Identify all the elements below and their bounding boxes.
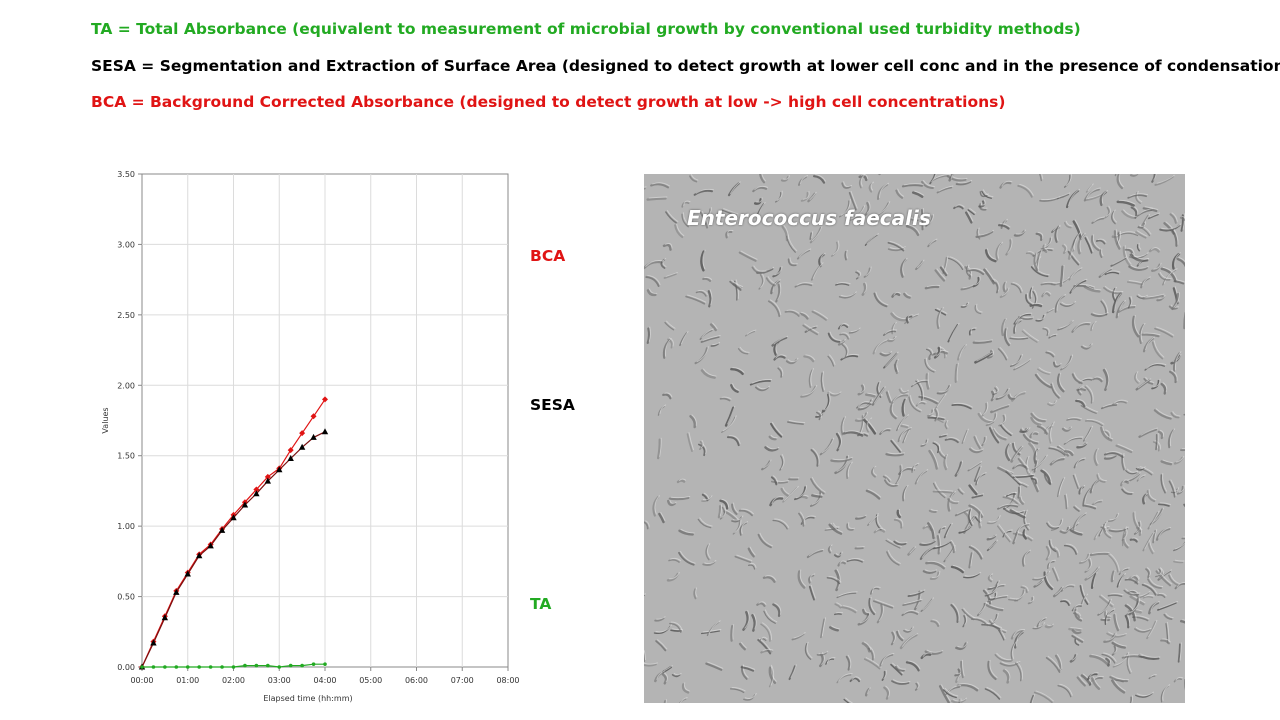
data-point-ta (197, 665, 201, 669)
definition-bca: BCA = Background Corrected Absorbance (d… (91, 93, 1006, 111)
micrograph-image: Enterococcus faecalis (644, 174, 1185, 703)
y-axis-label: Values (101, 407, 110, 433)
data-point-ta (185, 665, 190, 669)
y-tick-label: 2.50 (117, 311, 135, 320)
data-point-sesa (207, 542, 214, 549)
x-tick-label: 01:00 (176, 676, 199, 685)
data-point-sesa (241, 501, 249, 508)
data-point-bca (299, 430, 306, 437)
data-point-sesa (150, 639, 157, 646)
data-point-sesa (310, 433, 317, 440)
data-point-bca (322, 396, 328, 403)
data-point-ta (323, 662, 327, 666)
data-point-sesa (218, 526, 226, 533)
data-point-sesa (276, 466, 283, 473)
data-point-ta (266, 663, 270, 668)
data-point-sesa (195, 552, 203, 559)
data-point-ta (254, 663, 259, 668)
data-point-ta (311, 662, 316, 666)
data-point-sesa (321, 428, 329, 435)
x-tick-label: 03:00 (268, 676, 291, 685)
micrograph-texture (644, 174, 1185, 703)
cell-chains (644, 174, 1185, 703)
definition-ta: TA = Total Absorbance (equivalent to mea… (91, 20, 1081, 38)
series-label-bca: BCA (530, 247, 566, 265)
data-point-bca (264, 473, 271, 480)
data-point-ta (300, 663, 304, 668)
data-point-ta (163, 665, 167, 669)
data-point-sesa (264, 477, 272, 484)
data-point-sesa (298, 443, 306, 450)
y-tick-label: 3.00 (117, 240, 135, 249)
data-point-bca (287, 447, 294, 454)
data-point-sesa (173, 588, 180, 595)
x-tick-label: 00:00 (130, 676, 153, 685)
data-point-ta (220, 665, 224, 669)
y-tick-label: 3.50 (117, 170, 135, 179)
growth-chart-svg: 0.00 0.50 1.00 1.50 2.00 2.50 3.00 3.50 00:00 01:… (101, 170, 520, 703)
series-label-sesa: SESA (530, 396, 575, 414)
data-point-bca (253, 486, 260, 493)
data-point-ta (243, 663, 247, 668)
growth-chart: 0.00 0.50 1.00 1.50 2.00 2.50 3.00 3.50 00:00 01:… (95, 165, 525, 710)
data-point-sesa (184, 570, 191, 577)
data-point-bca (310, 413, 317, 420)
x-tick-label: 05:00 (359, 676, 382, 685)
data-point-sesa (253, 490, 260, 497)
x-axis-label: Elapsed time (hh:mm) (263, 694, 352, 703)
y-tick-label: 0.00 (117, 663, 135, 672)
y-tick-label: 0.50 (117, 593, 135, 602)
x-tick-label: 06:00 (405, 676, 428, 685)
data-point-ta (231, 665, 236, 669)
series-label-ta: TA (530, 595, 552, 613)
y-tick-label: 1.00 (117, 522, 135, 531)
x-tick-label: 04:00 (313, 676, 336, 685)
data-point-ta (174, 665, 179, 669)
data-point-sesa (230, 514, 237, 521)
data-point-ta (277, 665, 282, 669)
data-point-ta (151, 665, 156, 669)
x-tick-label: 02:00 (222, 676, 245, 685)
data-point-ta (208, 665, 213, 669)
data-point-sesa (287, 455, 294, 462)
y-tick-label: 2.00 (117, 381, 135, 390)
y-tick-label: 1.50 (117, 452, 135, 461)
data-point-ta (140, 665, 144, 669)
x-tick-label: 08:00 (496, 676, 519, 685)
data-point-ta (288, 663, 293, 668)
data-point-sesa (161, 614, 169, 621)
definition-sesa: SESA = Segmentation and Extraction of Su… (91, 57, 1280, 75)
micrograph-caption: Enterococcus faecalis (687, 206, 931, 230)
x-tick-label: 07:00 (451, 676, 474, 685)
